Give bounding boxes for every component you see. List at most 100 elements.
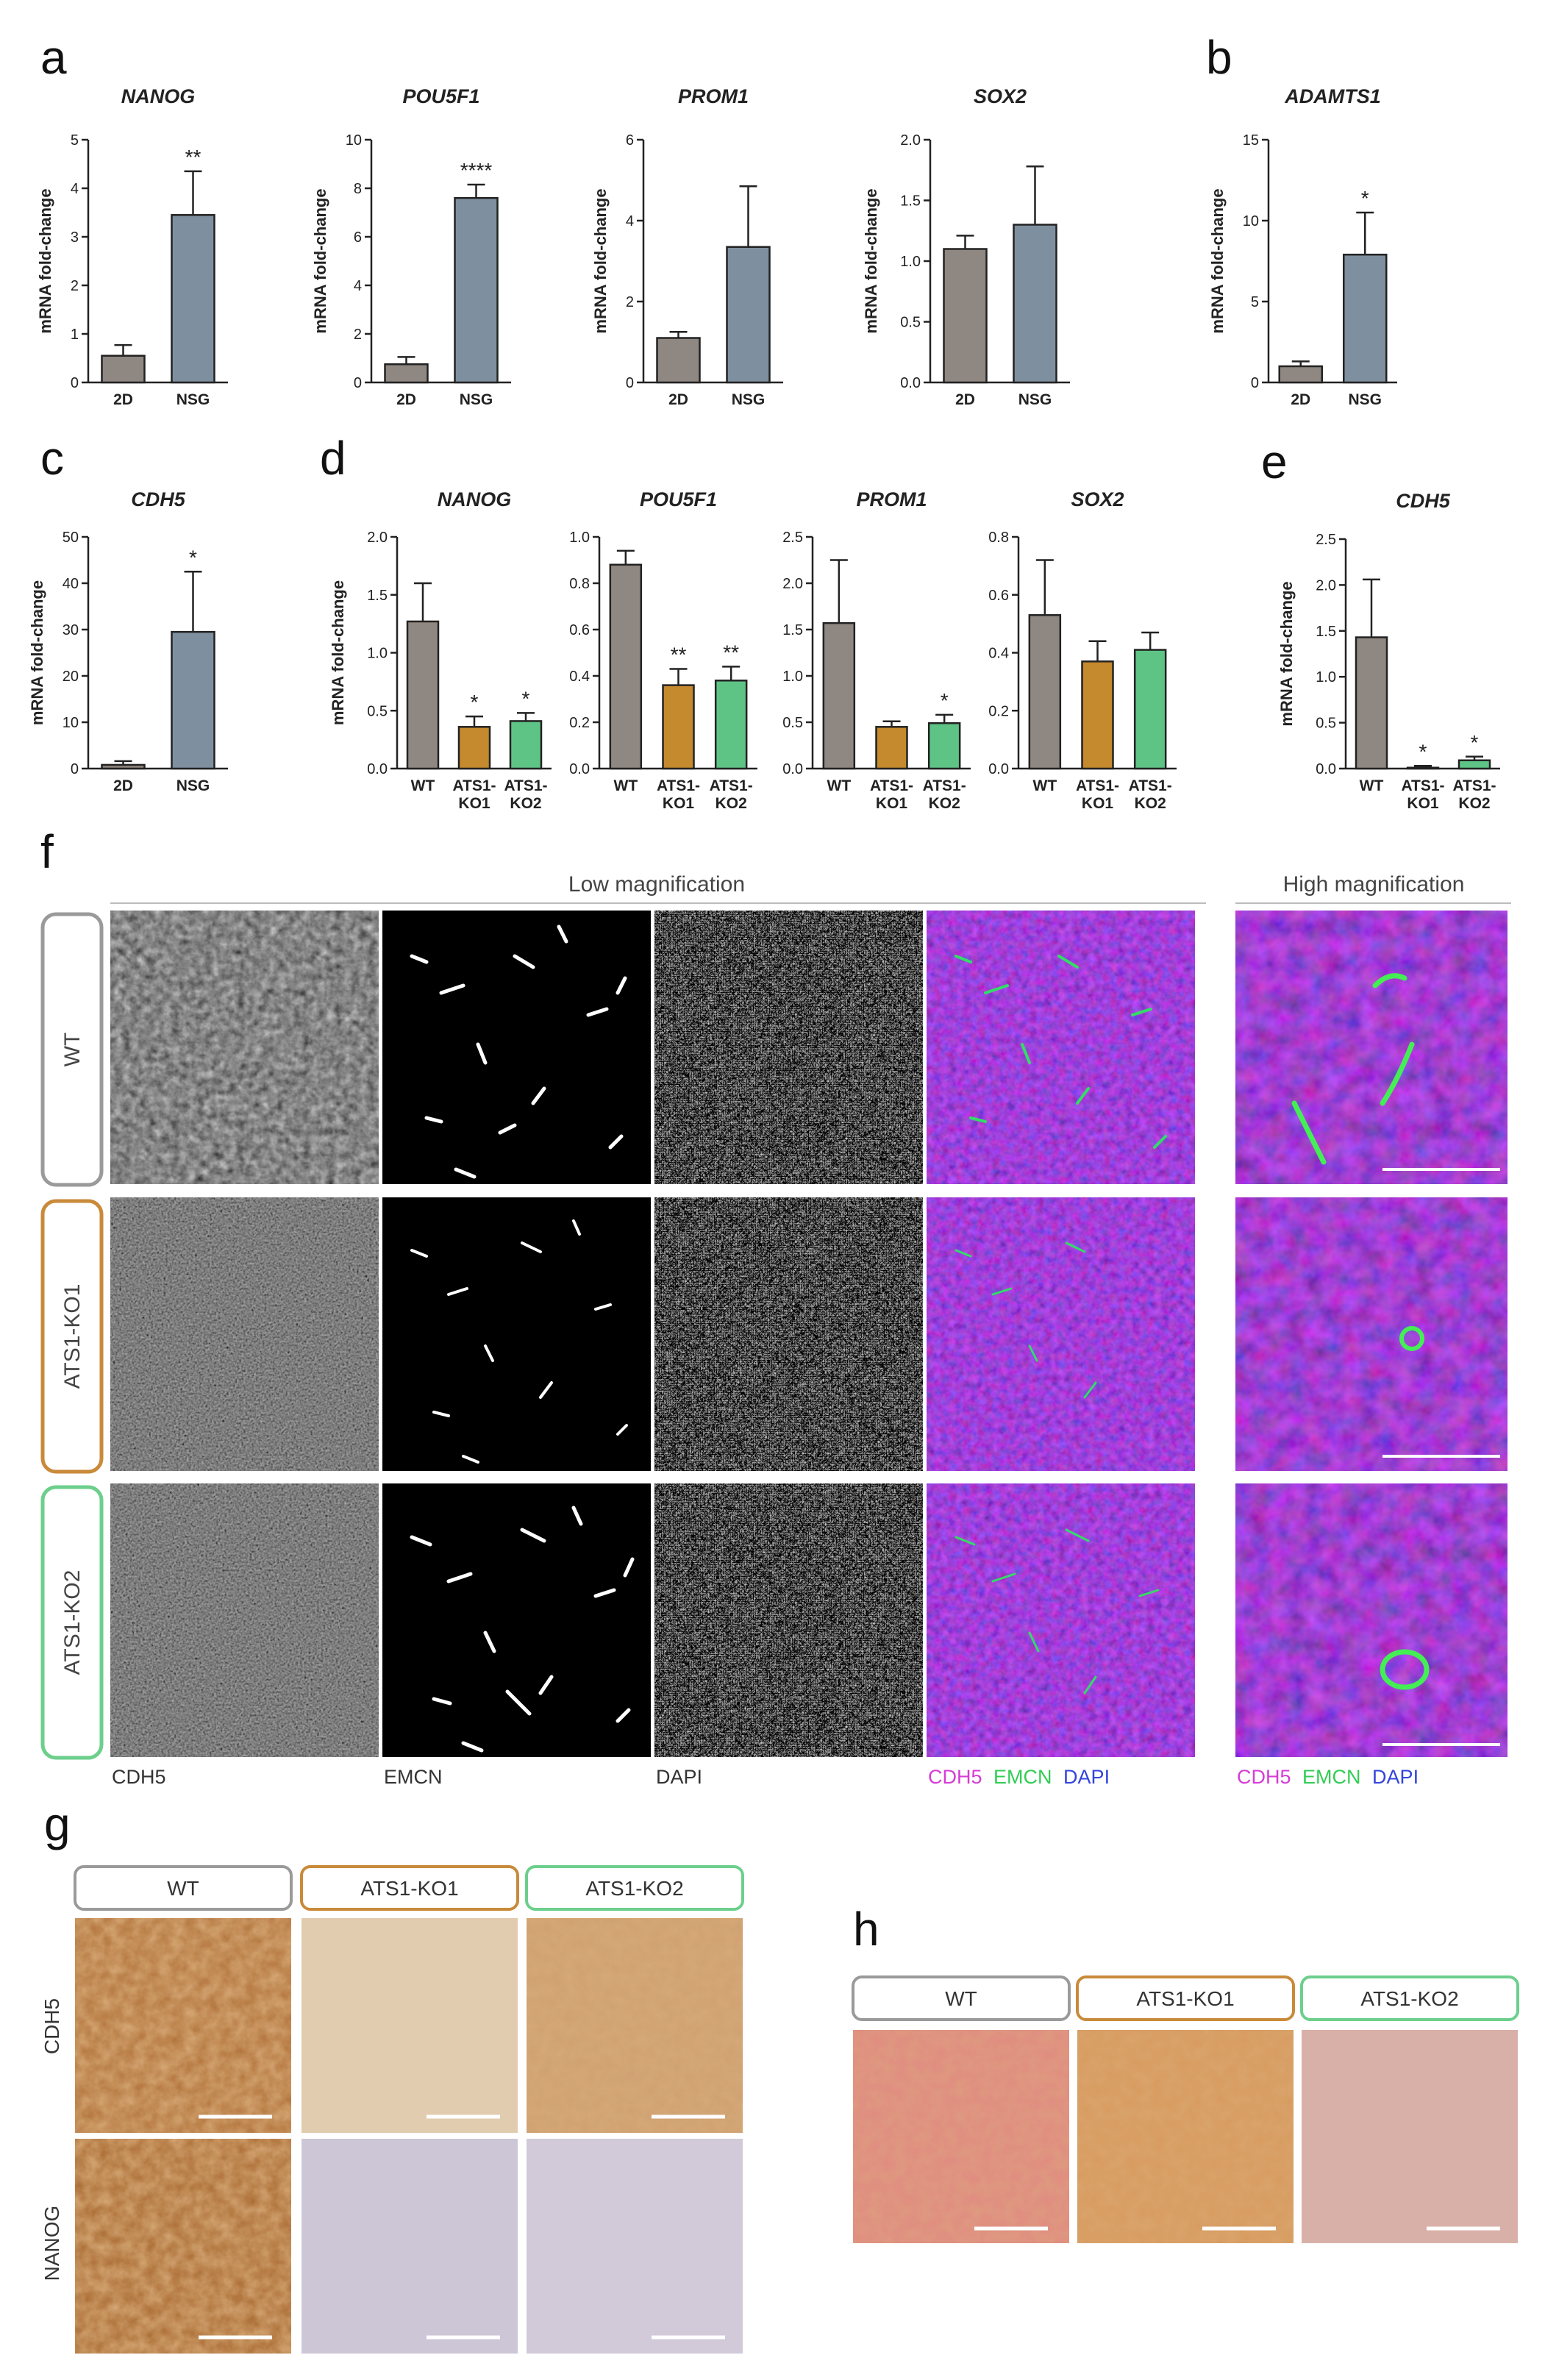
chart-d4-tick-label: 0.2: [988, 703, 1009, 719]
panel-letter-e: e: [1261, 435, 1288, 488]
ko2-emcn-image: [382, 1483, 651, 1757]
chart-a4-y-label: mRNA fold-change: [862, 188, 880, 333]
chart-a3-title: PROM1: [678, 85, 749, 107]
chart-d4-category-label: ATS1-KO2: [1129, 777, 1172, 812]
merge-label-emcn: EMCN: [993, 1766, 1052, 1788]
merge-label-dapi: DAPI: [1063, 1766, 1110, 1788]
chart-b-significance: *: [1361, 187, 1369, 210]
panel-h: WT ATS1-KO1 ATS1-KO2: [852, 1975, 1519, 2243]
chart-d3-tick-label: 0.5: [782, 715, 803, 731]
chart-d3-category-label: ATS1-KO2: [923, 777, 966, 812]
g-row-label-cdh5: CDH5: [40, 1998, 63, 2054]
chart-d3-significance: *: [941, 689, 949, 712]
chart-a3-tick-label: 6: [626, 132, 634, 149]
chart-e-significance: *: [1471, 731, 1479, 754]
chart-d4-category-label: ATS1-KO1: [1076, 777, 1119, 812]
chart-a4-category-label: 2D: [955, 391, 975, 408]
chart-a2-tick-label: 2: [354, 327, 362, 343]
chart-c: CDH5 0 10 20 30 40 50 mRNA fold-change 2D * NSG: [28, 488, 228, 794]
chart-d3-bar: [927, 722, 961, 770]
chart-a4-bar: [1013, 224, 1057, 384]
chart-e-bar: [1457, 759, 1491, 770]
h-header-ko2: ATS1-KO2: [1360, 1987, 1458, 2010]
row-label-ko2-text: ATS1-KO2: [60, 1570, 85, 1675]
chart-a3: PROM1 0 2 4 6 mRNA fold-change 2D NSG: [591, 85, 783, 408]
chart-a4-tick-label: 1.5: [900, 193, 921, 210]
chart-d1-category-label: ATS1-KO2: [504, 777, 547, 812]
chart-e: CDH5 0.0 0.5 1.0 1.5 2.0 2.5 mRNA fold-change WT…: [1277, 490, 1500, 812]
chart-a2-bar: [454, 196, 499, 384]
g-row-label-nanog: NANOG: [40, 2206, 63, 2281]
chart-c-bar: [101, 763, 146, 770]
chart-a4: SOX2 0.0 0.5 1.0 1.5 2.0 mRNA fold-change 2D NSG: [862, 85, 1070, 408]
chart-c-category-label: NSG: [176, 777, 210, 794]
g-nanog-wt-image: [75, 2139, 291, 2354]
chart-d4: SOX2 0.0 0.2 0.4 0.6 0.8 WT ATS1-KO1 ATS1-KO2: [988, 488, 1177, 812]
chart-a4-tick-label: 2.0: [900, 132, 921, 149]
chart-a4-bar: [943, 248, 988, 384]
chart-d2: POU5F1 0.0 0.2 0.4 0.6 0.8 1.0 WT ** ATS1-KO1 ** AT…: [569, 488, 757, 812]
chart-a1-significance: **: [185, 146, 201, 168]
chart-d1-bar: [509, 720, 543, 770]
panel-f: Low magnification High magnification WT …: [40, 872, 1511, 1788]
chart-d1-category-label: ATS1-KO1: [452, 777, 496, 812]
chart-d2-tick-label: 0.8: [569, 576, 590, 592]
panel-letter-g: g: [44, 1798, 71, 1850]
chart-c-category-label: 2D: [113, 777, 133, 794]
chart-e-y-label: mRNA fold-change: [1277, 581, 1296, 726]
chart-a1-tick-label: 3: [71, 229, 79, 246]
chart-d4-title: SOX2: [1071, 488, 1124, 510]
chart-b: ADAMTS1 0 5 10 15 mRNA fold-change 2D * NSG: [1208, 85, 1397, 408]
chart-a3-tick-label: 4: [626, 213, 634, 229]
chart-a2-category-label: NSG: [460, 391, 493, 408]
chart-c-bar: [171, 630, 215, 770]
chart-e-tick-label: 1.0: [1316, 669, 1336, 685]
chart-d2-tick-label: 0.4: [569, 669, 590, 685]
high-merge-label-dapi: DAPI: [1372, 1766, 1419, 1788]
chart-a4-title: SOX2: [974, 85, 1027, 107]
ko2-high-mag-image: [1235, 1483, 1507, 1757]
chart-b-category-label: 2D: [1291, 391, 1310, 408]
chart-b-tick-label: 0: [1251, 375, 1259, 391]
chart-d4-category-label: WT: [1033, 777, 1057, 794]
chart-e-bar: [1406, 766, 1440, 770]
g-nanog-ko2-image: [527, 2139, 743, 2354]
chart-d1-bar: [406, 620, 440, 770]
chart-e-significance: *: [1419, 740, 1427, 763]
chart-a2-tick-label: 10: [346, 132, 362, 149]
chart-b-tick-label: 5: [1251, 294, 1259, 310]
chart-e-tick-label: 1.5: [1316, 624, 1336, 640]
chart-d1-y-label: mRNA fold-change: [329, 580, 347, 725]
chart-d1: NANOG 0.0 0.5 1.0 1.5 2.0 mRNA fold-change WT * A…: [329, 488, 552, 812]
chart-a1-tick-label: 5: [71, 132, 79, 149]
channel-label-emcn: EMCN: [384, 1766, 443, 1788]
chart-b-title: ADAMTS1: [1284, 85, 1381, 107]
h-wt-image: [853, 2030, 1069, 2243]
high-merge-label: CDH5 EMCN DAPI: [1237, 1766, 1419, 1788]
chart-a3-bar: [726, 246, 771, 384]
chart-a3-category-label: 2D: [668, 391, 688, 408]
chart-d1-significance: *: [522, 687, 530, 710]
chart-c-tick-label: 30: [63, 622, 79, 638]
chart-d2-tick-label: 0.6: [569, 622, 590, 638]
ko1-emcn-image: [382, 1197, 651, 1471]
ko1-cdh5-image: [110, 1197, 379, 1471]
chart-a3-bar: [656, 337, 701, 384]
chart-e-bar: [1355, 636, 1388, 770]
chart-a1-tick-label: 1: [71, 327, 79, 343]
g-cdh5-ko1-image: [301, 1918, 518, 2133]
chart-d2-significance: **: [671, 644, 687, 666]
chart-d2-significance: **: [723, 641, 739, 663]
chart-d2-title: POU5F1: [640, 488, 717, 510]
panel-letter-f: f: [40, 825, 54, 878]
chart-c-tick-label: 0: [71, 761, 79, 777]
chart-a4-tick-label: 0.0: [900, 375, 921, 391]
chart-a1-bar: [101, 354, 146, 384]
g-nanog-ko1-image: [301, 2139, 518, 2354]
chart-b-bar: [1278, 365, 1323, 384]
chart-a2-y-label: mRNA fold-change: [311, 188, 329, 333]
row-label-ko1: ATS1-KO1: [40, 1199, 104, 1474]
chart-a1: NANOG 0 1 2 3 4 5 mRNA fold-change 2D ** NSG: [36, 85, 228, 408]
chart-d1-category-label: WT: [411, 777, 435, 794]
